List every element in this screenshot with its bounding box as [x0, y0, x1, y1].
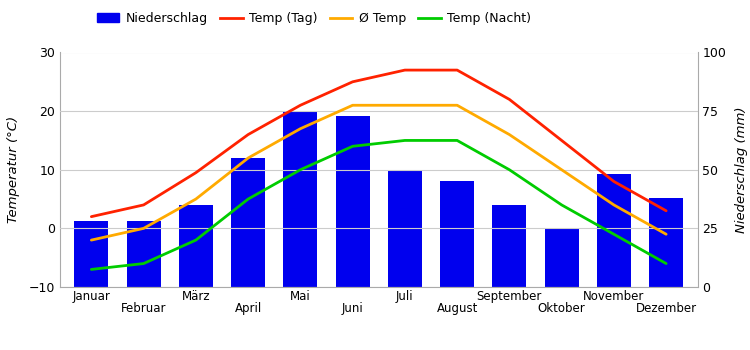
Text: Oktober: Oktober [538, 302, 586, 315]
Text: September: September [477, 290, 542, 303]
Y-axis label: Niederschlag (mm): Niederschlag (mm) [734, 106, 748, 233]
Text: Juni: Juni [342, 302, 364, 315]
Text: Februar: Februar [121, 302, 166, 315]
Text: April: April [235, 302, 262, 315]
Text: Mai: Mai [290, 290, 310, 303]
Bar [440, 181, 474, 287]
Bar [127, 221, 160, 287]
Bar [284, 111, 317, 287]
Bar [650, 198, 683, 287]
Text: August: August [436, 302, 478, 315]
Bar [388, 170, 422, 287]
Bar [336, 116, 370, 287]
Bar [493, 205, 526, 287]
Bar [597, 174, 631, 287]
Y-axis label: Temperatur (°C): Temperatur (°C) [8, 116, 20, 223]
Bar [544, 228, 578, 287]
Text: Juli: Juli [396, 290, 414, 303]
Text: Januar: Januar [73, 290, 110, 303]
Bar [231, 158, 265, 287]
Legend: Niederschlag, Temp (Tag), Ø Temp, Temp (Nacht): Niederschlag, Temp (Tag), Ø Temp, Temp (… [92, 7, 536, 30]
Bar [74, 221, 108, 287]
Text: November: November [584, 290, 644, 303]
Text: März: März [182, 290, 210, 303]
Text: Dezember: Dezember [635, 302, 697, 315]
Bar [179, 205, 213, 287]
